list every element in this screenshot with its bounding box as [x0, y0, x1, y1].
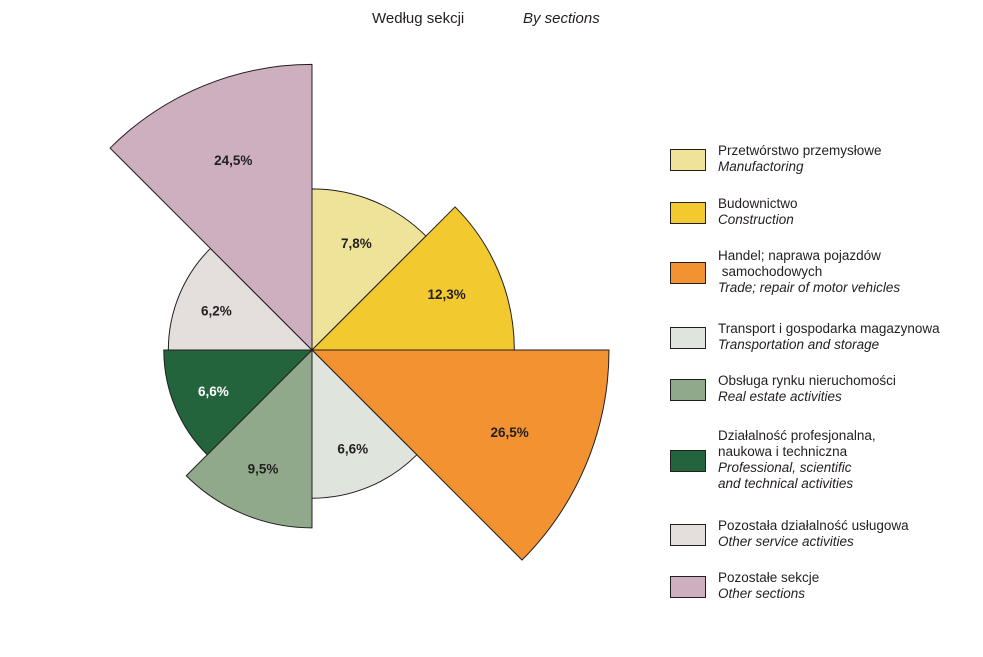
chart-title-pl: Według sekcji — [372, 10, 465, 27]
legend-label-pl: Handel; naprawa pojazdów — [718, 248, 881, 263]
legend-text: Handel; naprawa pojazdów samochodowych Tr… — [718, 248, 900, 296]
slice-data-label-3: 26,5% — [490, 425, 528, 440]
slice-data-label-7: 6,2% — [201, 303, 232, 318]
legend-label-en: Manufactoring — [718, 159, 804, 174]
legend-label-pl: naukowa i techniczna — [718, 444, 848, 459]
legend-label-pl: Obsługa rynku nieruchomości — [718, 373, 896, 388]
legend-label-pl: Przetwórstwo przemysłowe — [718, 143, 882, 158]
legend-swatch — [670, 149, 706, 171]
legend-label-en: and technical activities — [718, 476, 854, 491]
pie-slice-8 — [109, 63, 313, 352]
slice-data-label-1: 7,8% — [341, 236, 372, 251]
legend-label-pl: Budownictwo — [718, 196, 798, 211]
pie-slice-5 — [185, 348, 313, 529]
legend-text: Obsługa rynku nieruchomości Real estate a… — [718, 373, 896, 405]
legend-text: Pozostała działalność usługowa Other serv… — [718, 518, 909, 550]
slice-data-label-5: 9,5% — [248, 461, 279, 476]
legend-swatch — [670, 262, 706, 284]
legend-swatch — [670, 327, 706, 349]
slice-data-label-2: 12,3% — [427, 287, 465, 302]
legend-swatch — [670, 576, 706, 598]
pie-slice-6 — [163, 349, 314, 456]
legend-label-en: Real estate activities — [718, 389, 842, 404]
legend-text: Przetwórstwo przemysłowe Manufactoring — [718, 143, 882, 175]
pie-slice-1 — [311, 188, 427, 352]
pie-slice-3 — [310, 349, 610, 561]
legend-text: Działalność profesjonalna, naukowa i tech… — [718, 428, 876, 492]
chart-title-en: By sections — [523, 10, 600, 27]
chart-title: Według sekcji By sections — [0, 10, 983, 34]
legend-label-pl: Pozostała działalność usługowa — [718, 518, 909, 533]
legend-label-en: Other service activities — [718, 534, 854, 549]
legend-swatch — [670, 202, 706, 224]
legend-label-pl: Pozostałe sekcje — [718, 570, 820, 585]
legend-swatch — [670, 450, 706, 472]
legend-swatch — [670, 379, 706, 401]
legend-text: Transport i gospodarka magazynowa Transpo… — [718, 321, 940, 353]
legend-label-en: Other sections — [718, 586, 806, 601]
slice-data-label-8: 24,5% — [214, 153, 252, 168]
legend-swatch — [670, 524, 706, 546]
legend-label-pl: Działalność profesjonalna, — [718, 428, 876, 443]
pie-slice-2 — [310, 206, 515, 351]
legend-text: Pozostałe sekcje Other sections — [718, 570, 819, 602]
slice-data-label-6: 6,6% — [198, 384, 229, 399]
legend-label-pl: samochodowych — [718, 264, 823, 279]
legend-label-en: Professional, scientific — [718, 460, 852, 475]
pie-slice-7 — [167, 247, 314, 351]
slice-data-label-4: 6,6% — [337, 442, 368, 457]
legend-text: Budownictwo Construction — [718, 196, 798, 228]
legend-label-pl: Transport i gospodarka magazynowa — [718, 321, 940, 336]
legend-label-en: Transportation and storage — [718, 337, 880, 352]
legend-label-en: Construction — [718, 212, 794, 227]
pie-slice-4 — [311, 348, 418, 499]
legend-label-en: Trade; repair of motor vehicles — [718, 280, 901, 295]
